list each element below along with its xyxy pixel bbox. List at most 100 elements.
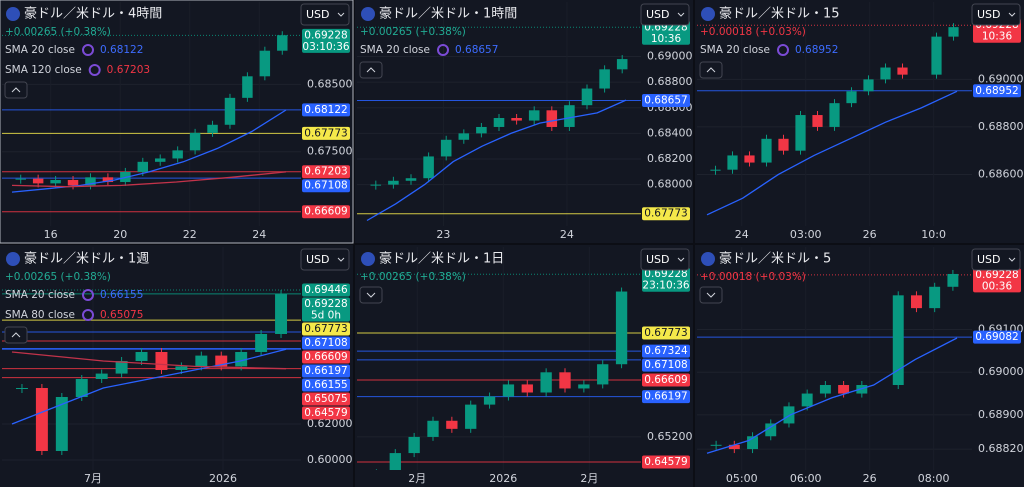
sma-line bbox=[11, 348, 287, 425]
candle bbox=[897, 67, 908, 75]
collapse-chevron bbox=[11, 87, 21, 93]
indicator-icon[interactable] bbox=[82, 289, 94, 301]
candle bbox=[242, 76, 253, 98]
candle bbox=[476, 126, 487, 134]
symbol-icon bbox=[361, 7, 375, 21]
price-badge-label: 0.66609 bbox=[304, 351, 347, 363]
candle bbox=[710, 169, 721, 171]
candle bbox=[195, 355, 208, 367]
candle bbox=[389, 453, 401, 470]
x-tick-label: 24 bbox=[560, 228, 574, 241]
x-tick-label: 7月 bbox=[84, 472, 102, 485]
indicator-value: 0.67203 bbox=[107, 64, 150, 76]
indicator-label: SMA 80 close bbox=[5, 309, 75, 321]
price-badge-time: 00:36 bbox=[982, 280, 1013, 292]
candle bbox=[948, 27, 959, 37]
price-badge-label: 0.66609 bbox=[304, 206, 347, 218]
candle bbox=[616, 59, 628, 70]
currency-select[interactable] bbox=[971, 3, 1021, 26]
currency-chevron bbox=[677, 12, 685, 17]
price-change: +0.00265 (+0.38%) bbox=[5, 271, 111, 283]
currency-label: USD bbox=[977, 253, 1001, 266]
y-tick-label: 0.69000 bbox=[978, 72, 1024, 85]
price-badge bbox=[302, 392, 350, 406]
indicator-label: SMA 20 close bbox=[700, 44, 770, 56]
x-tick-label: 2026 bbox=[489, 472, 517, 485]
price-badge-label: 0.67773 bbox=[304, 323, 347, 335]
price-badge-time: 10:36 bbox=[651, 33, 682, 45]
candle bbox=[277, 35, 288, 51]
price-badge-label: 0.67773 bbox=[304, 127, 347, 139]
candle bbox=[175, 366, 188, 370]
candle bbox=[838, 385, 850, 394]
x-tick-label: 24 bbox=[735, 228, 749, 241]
price-badge bbox=[302, 283, 350, 297]
price-badge bbox=[973, 268, 1021, 293]
y-tick-label: 0.68600 bbox=[978, 167, 1024, 180]
indicator-icon[interactable] bbox=[88, 64, 101, 76]
symbol-icon bbox=[6, 252, 20, 266]
chart-panel: 0.690000.688000.686000.684000.682000.680… bbox=[355, 0, 693, 243]
candle bbox=[388, 180, 399, 185]
y-tick-label: 0.68800 bbox=[978, 120, 1024, 133]
plot-area bbox=[357, 247, 641, 470]
panel-bg bbox=[695, 0, 1024, 243]
candle bbox=[863, 79, 874, 92]
candle bbox=[528, 110, 540, 121]
candle bbox=[15, 387, 28, 389]
x-tick-label: 22 bbox=[183, 228, 197, 241]
collapse-button[interactable] bbox=[699, 61, 723, 79]
price-badge bbox=[302, 378, 350, 392]
indicator-icon[interactable] bbox=[437, 44, 449, 56]
currency-select[interactable] bbox=[300, 3, 350, 26]
collapse-button[interactable] bbox=[4, 326, 28, 344]
candle bbox=[207, 124, 218, 133]
plot-area bbox=[697, 247, 972, 470]
price-badge-label: 0.66155 bbox=[304, 379, 347, 391]
collapse-chevron bbox=[706, 292, 716, 298]
indicator-icon[interactable] bbox=[82, 309, 94, 321]
currency-select[interactable] bbox=[640, 248, 690, 271]
price-badge bbox=[642, 455, 690, 469]
candle bbox=[446, 420, 458, 429]
y-tick-label: 0.68500 bbox=[307, 77, 353, 90]
currency-chevron bbox=[1008, 12, 1016, 17]
collapse-button[interactable] bbox=[699, 286, 723, 304]
y-tick-label: 0.65200 bbox=[647, 430, 693, 443]
currency-select[interactable] bbox=[300, 248, 350, 271]
collapse-chevron bbox=[366, 292, 376, 298]
candle bbox=[189, 132, 201, 151]
candle bbox=[35, 387, 48, 451]
x-tick-label: 2月 bbox=[580, 472, 598, 485]
candle bbox=[155, 351, 168, 370]
price-badge bbox=[642, 93, 690, 107]
currency-select[interactable] bbox=[640, 3, 690, 26]
x-tick-label: 26 bbox=[863, 228, 877, 241]
collapse-button[interactable] bbox=[4, 81, 28, 99]
collapse-button[interactable] bbox=[359, 61, 383, 79]
price-badge bbox=[302, 336, 350, 350]
x-tick-label: 05:00 bbox=[726, 472, 758, 485]
candle bbox=[511, 118, 522, 121]
x-tick-label: 06:00 bbox=[790, 472, 822, 485]
price-badge bbox=[302, 126, 350, 140]
currency-select[interactable] bbox=[971, 248, 1021, 271]
panel-bg bbox=[0, 0, 354, 244]
collapse-button[interactable] bbox=[359, 286, 383, 304]
indicator-icon[interactable] bbox=[82, 44, 94, 56]
candle bbox=[929, 286, 941, 309]
price-badge-label: 0.68122 bbox=[304, 104, 347, 116]
price-change: +0.00265 (+0.38%) bbox=[360, 26, 466, 38]
sma-line bbox=[11, 351, 287, 370]
chart-title: 豪ドル／米ドル・15 bbox=[719, 6, 840, 22]
indicator-icon[interactable] bbox=[777, 44, 789, 56]
price-badge-label: 0.69228 bbox=[304, 29, 347, 41]
indicator-value: 0.68952 bbox=[795, 44, 838, 56]
candle bbox=[846, 91, 857, 104]
price-badge-label: 0.66197 bbox=[304, 365, 347, 377]
indicator-label: SMA 20 close bbox=[5, 44, 75, 56]
indicator-value: 0.66155 bbox=[100, 289, 143, 301]
